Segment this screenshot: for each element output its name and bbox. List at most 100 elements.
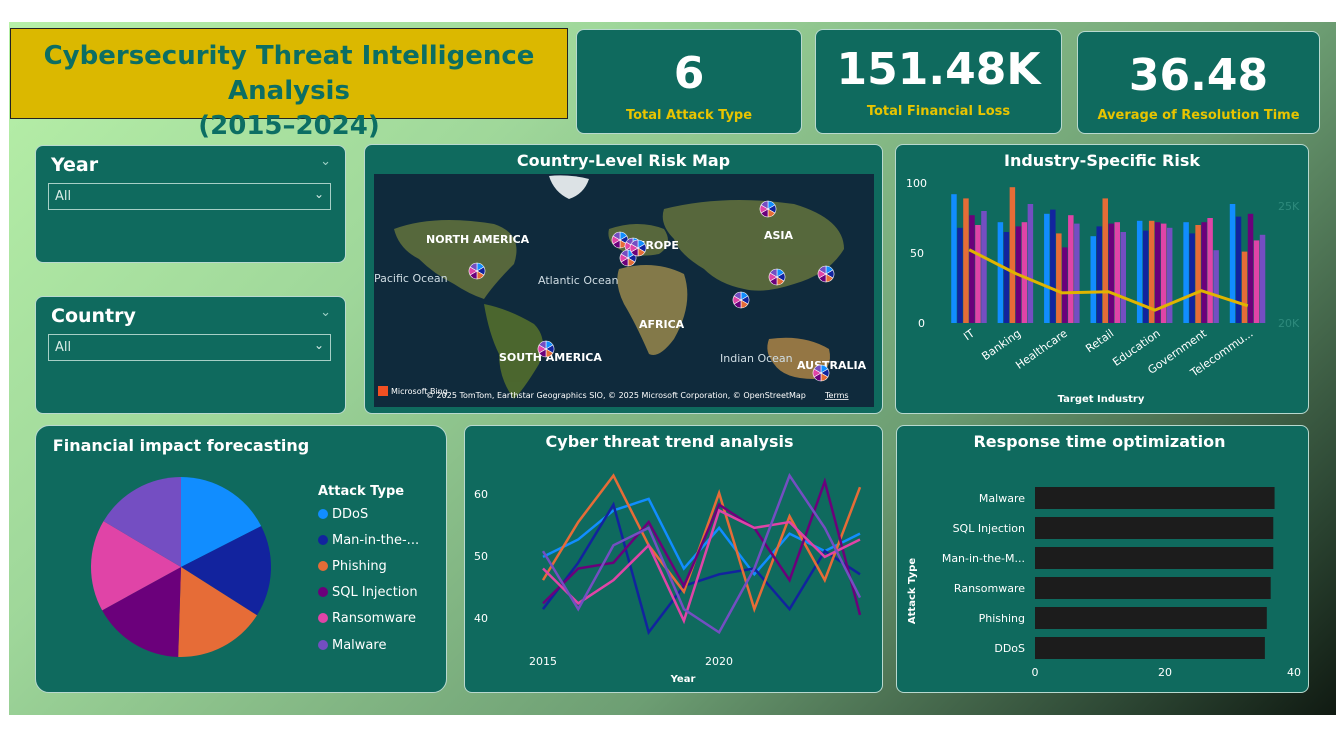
map-marker[interactable] <box>812 364 830 382</box>
response-bar[interactable] <box>1035 637 1265 659</box>
industry-bar[interactable] <box>1136 220 1143 323</box>
industry-bar[interactable] <box>1027 204 1034 323</box>
legend-item[interactable]: Phishing <box>318 559 387 574</box>
response-bar[interactable] <box>1035 577 1271 599</box>
threat-trend-panel[interactable]: Cyber threat trend analysis 60 50 40 201… <box>464 425 883 693</box>
industry-bar[interactable] <box>1253 240 1260 323</box>
kpi-card-attack-types[interactable]: 6 Total Attack Type <box>576 29 802 134</box>
trend-line[interactable] <box>542 508 861 625</box>
industry-bar[interactable] <box>1195 225 1201 323</box>
pie-slice[interactable] <box>91 521 181 611</box>
legend-item[interactable]: Man-in-the-... <box>318 533 419 548</box>
industry-bar[interactable] <box>1068 215 1074 323</box>
trend-chart[interactable]: 60 50 40 2015 2020 Year <box>465 426 882 692</box>
title-line-2: (2015–2024) <box>198 111 380 141</box>
pie-chart-title: Financial impact forecasting <box>52 436 310 455</box>
response-chart[interactable]: Attack Type 0 20 40 Malware SQL Injection… <box>897 426 1308 692</box>
industry-bar[interactable] <box>975 225 981 323</box>
legend-item[interactable]: Malware <box>318 638 386 653</box>
industry-bar[interactable] <box>1120 232 1127 323</box>
industry-bar[interactable] <box>1108 223 1115 323</box>
response-bar[interactable] <box>1035 607 1267 629</box>
industry-bar[interactable] <box>1235 216 1242 323</box>
trend-chart-title: Cyber threat trend analysis <box>545 432 794 451</box>
industry-bar[interactable] <box>1229 204 1236 323</box>
financial-impact-panel[interactable]: Financial impact forecasting Attack Type… <box>35 425 447 693</box>
industry-bar[interactable] <box>1102 198 1109 323</box>
industry-bar[interactable] <box>1259 234 1266 323</box>
map-marker[interactable] <box>619 249 637 267</box>
chevron-down-icon: ⌄ <box>313 338 324 352</box>
industry-bar[interactable] <box>963 198 969 323</box>
industry-bar[interactable] <box>1114 222 1121 323</box>
industry-bar[interactable] <box>1241 251 1248 323</box>
pie-slice[interactable] <box>178 567 257 657</box>
industry-bar[interactable] <box>997 222 1004 323</box>
terms-link[interactable]: Terms <box>824 391 849 400</box>
kpi-card-financial-loss[interactable]: 151.48K Total Financial Loss <box>815 29 1062 134</box>
industry-bar[interactable] <box>1183 222 1189 323</box>
response-bar[interactable] <box>1035 517 1274 539</box>
legend-item[interactable]: SQL Injection <box>318 585 418 600</box>
industry-bar[interactable] <box>1021 222 1028 323</box>
industry-bar[interactable] <box>1090 236 1097 323</box>
chevron-down-icon[interactable]: ⌄ <box>320 305 331 320</box>
legend-item[interactable]: Ransomware <box>318 611 416 626</box>
industry-bar[interactable] <box>1142 230 1149 323</box>
risk-map-panel[interactable]: Country-Level Risk Map NORTH AMERICA EUR… <box>364 144 883 414</box>
map-marker[interactable] <box>759 200 777 218</box>
industry-bar[interactable] <box>1154 222 1161 323</box>
industry-bar[interactable] <box>1201 222 1207 323</box>
response-bar[interactable] <box>1035 487 1275 509</box>
industry-bar[interactable] <box>969 215 975 323</box>
pie-slice[interactable] <box>102 567 181 657</box>
industry-bar[interactable] <box>1074 223 1080 323</box>
industry-chart[interactable]: 100 50 0 25K 20K Target Industry IT Banki… <box>896 145 1308 413</box>
map-marker[interactable] <box>629 239 647 257</box>
industry-bar[interactable] <box>957 227 963 323</box>
industry-bar[interactable] <box>1247 213 1254 323</box>
industry-bar[interactable] <box>1096 226 1103 323</box>
industry-bar[interactable] <box>951 194 957 323</box>
y-tick-label: Ransomware <box>954 582 1025 595</box>
map-marker[interactable] <box>817 265 835 283</box>
industry-bar[interactable] <box>1148 220 1155 323</box>
industry-bar[interactable] <box>1003 232 1010 323</box>
industry-bar[interactable] <box>1050 209 1056 323</box>
industry-bar[interactable] <box>1056 233 1062 323</box>
industry-bar[interactable] <box>1160 223 1167 323</box>
map-title: Country-Level Risk Map <box>516 151 731 170</box>
pie-slice[interactable] <box>181 477 262 567</box>
industry-bar[interactable] <box>1062 247 1068 323</box>
legend-dot <box>318 640 328 650</box>
trend-line[interactable] <box>542 501 861 636</box>
kpi-card-resolution-time[interactable]: 36.48 Average of Resolution Time <box>1077 31 1320 134</box>
map-marker[interactable] <box>768 268 786 286</box>
trend-line[interactable] <box>542 477 862 616</box>
country-dropdown[interactable]: All ⌄ <box>48 334 331 361</box>
legend-item[interactable]: DDoS <box>318 507 368 522</box>
industry-bar[interactable] <box>981 211 987 323</box>
map-marker[interactable] <box>468 262 486 280</box>
industry-bar[interactable] <box>1207 218 1213 323</box>
world-map[interactable]: NORTH AMERICA EUROPE ASIA AFRICA SOUTH A… <box>374 174 874 407</box>
industry-bar[interactable] <box>1009 187 1016 323</box>
industry-bar[interactable] <box>1166 227 1173 323</box>
pie-chart[interactable] <box>86 472 276 662</box>
pie-slice[interactable] <box>181 526 271 616</box>
trend-line[interactable] <box>541 472 862 635</box>
year-slicer[interactable]: Year ⌄ All ⌄ <box>35 145 346 263</box>
response-bar[interactable] <box>1035 547 1274 569</box>
y-tick-label: 60 <box>474 488 488 501</box>
industry-bar[interactable] <box>1189 233 1195 323</box>
industry-bar[interactable] <box>1213 250 1219 323</box>
pie-slice[interactable] <box>103 477 181 567</box>
year-dropdown[interactable]: All ⌄ <box>48 183 331 210</box>
chevron-down-icon[interactable]: ⌄ <box>320 154 331 169</box>
country-slicer[interactable]: Country ⌄ All ⌄ <box>35 296 346 414</box>
response-time-panel[interactable]: Response time optimization Attack Type 0… <box>896 425 1309 693</box>
map-marker[interactable] <box>732 291 750 309</box>
industry-bar[interactable] <box>1044 213 1050 323</box>
map-marker[interactable] <box>537 340 555 358</box>
industry-risk-panel[interactable]: Industry-Specific Risk 100 50 0 25K 20K … <box>895 144 1309 414</box>
